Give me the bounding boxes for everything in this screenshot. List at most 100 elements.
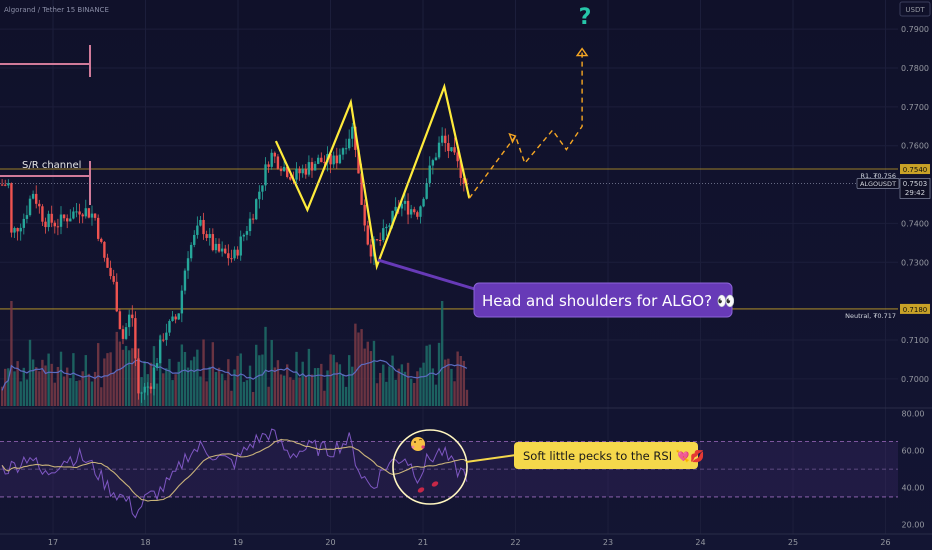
- kiss-emoji-icon: [411, 437, 425, 451]
- volume-bar: [270, 340, 273, 406]
- candle-body: [332, 155, 335, 165]
- candle-body: [186, 258, 190, 271]
- candle-body: [202, 219, 205, 235]
- head-shoulders-callout[interactable]: Head and shoulders for ALGO? 👀: [377, 258, 736, 318]
- candle-body: [416, 212, 419, 217]
- candle-body: [304, 168, 308, 175]
- last-price-value-box: [899, 178, 931, 199]
- last-price-symbol: ALGOUSDT: [860, 180, 896, 188]
- candle-body: [165, 332, 168, 340]
- volume-bar: [16, 361, 19, 406]
- rsi-line: [1, 428, 468, 519]
- volume-bar: [409, 378, 413, 406]
- price-tick-4: 0.7400: [901, 219, 929, 228]
- candle-body: [193, 234, 196, 245]
- candle-body: [53, 222, 57, 227]
- volume-bar: [59, 351, 63, 406]
- volume-bar: [400, 364, 404, 406]
- time-tick-2: 19: [233, 538, 243, 547]
- volume-bar: [465, 389, 469, 406]
- volume-bar: [428, 344, 431, 406]
- candle-body: [22, 218, 26, 228]
- volume-bar: [72, 353, 75, 406]
- candle-body: [267, 164, 270, 167]
- volume-bar: [174, 374, 177, 406]
- head-and-shoulders-pattern-line[interactable]: [274, 82, 471, 271]
- candle-body: [251, 218, 255, 220]
- projection-mid-arrow-icon: [508, 132, 517, 144]
- candle-body: [152, 367, 156, 389]
- time-tick-9: 26: [880, 538, 890, 547]
- last-price-label[interactable]: ALGOUSDT 0.7503 29:42: [0, 178, 931, 199]
- candle-body: [431, 160, 435, 166]
- currency-box[interactable]: [899, 1, 931, 17]
- volume-bar: [62, 376, 66, 406]
- volume-bars: [0, 301, 469, 406]
- candle-body: [413, 209, 416, 213]
- candle-body: [146, 386, 149, 388]
- sr-channel[interactable]: S/R channel: [0, 45, 91, 205]
- rsi-callout[interactable]: Soft little pecks to the RSI 💘💋: [465, 442, 704, 469]
- time-tick-3: 20: [325, 538, 335, 547]
- candle-body: [422, 198, 425, 207]
- price-scale[interactable]: USDT 0.7900 0.7800 0.7700 0.7600 0.7400 0.730…: [899, 1, 931, 384]
- rsi-ma-line: [1, 439, 468, 502]
- candle-body: [81, 214, 84, 217]
- volume-bar: [419, 367, 422, 406]
- candle-body: [143, 386, 146, 393]
- volume-bar: [273, 367, 277, 406]
- volume-bar: [292, 379, 295, 406]
- time-tick-8: 25: [788, 538, 798, 547]
- candle-body: [177, 313, 180, 320]
- volume-bar: [19, 381, 22, 406]
- volume-bar: [369, 351, 373, 406]
- volume-bar: [335, 362, 338, 406]
- time-tick-5: 22: [510, 538, 520, 547]
- projection-arrow-icon: [575, 47, 589, 57]
- neutral-level-value: 0.7180: [903, 306, 928, 314]
- volume-ma-line: [1, 359, 468, 391]
- time-axis[interactable]: 17 18 19 20 21 22 23 24 25 26: [48, 538, 891, 547]
- volume-bar: [230, 390, 233, 406]
- volume-bar: [35, 367, 38, 406]
- volume-bar: [168, 358, 171, 406]
- candle-body: [434, 157, 438, 161]
- neutral-level-value-box: [900, 303, 930, 314]
- price-tick-7: 0.7000: [901, 375, 929, 384]
- projection-dashed-line[interactable]: [468, 48, 583, 199]
- rsi-pane[interactable]: 80.00 60.00 40.00 20.00: [0, 410, 924, 530]
- volume-bar: [372, 340, 376, 406]
- volume-bar: [217, 367, 221, 406]
- candle-body: [168, 320, 171, 333]
- candle-body: [134, 318, 137, 359]
- candle-body: [50, 213, 53, 223]
- candle-body: [403, 200, 407, 204]
- volume-bar: [298, 377, 301, 406]
- candle-body: [78, 211, 81, 215]
- candle-body: [19, 227, 22, 232]
- volume-bar: [301, 361, 304, 406]
- candle-body: [208, 234, 211, 238]
- volume-bar: [289, 377, 292, 406]
- candle-body: [310, 162, 314, 171]
- candle-body: [90, 213, 94, 218]
- sr-channel-label: S/R channel: [22, 160, 81, 171]
- volume-bar: [351, 366, 354, 406]
- candle-body: [100, 238, 103, 242]
- callout-box: [473, 282, 733, 318]
- volume-bar: [456, 351, 459, 406]
- candle-body: [248, 218, 252, 232]
- symbol-header[interactable]: Algorand / Tether 15 BINANCE: [4, 6, 109, 14]
- volume-bar: [397, 368, 400, 406]
- candle-body: [38, 203, 41, 207]
- volume-bar: [341, 374, 345, 406]
- candle-body: [357, 149, 360, 174]
- volume-bar: [378, 372, 382, 406]
- last-price-countdown: 29:42: [905, 189, 925, 197]
- volume-bar: [363, 348, 366, 406]
- candle-body: [121, 329, 125, 339]
- volume-bar: [382, 364, 385, 406]
- time-tick-1: 18: [140, 538, 150, 547]
- volume-bar: [124, 345, 128, 406]
